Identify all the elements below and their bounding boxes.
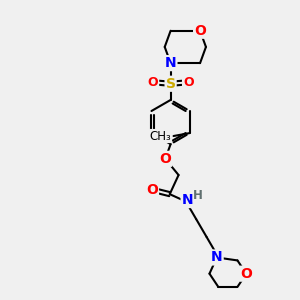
Text: CH₃: CH₃ xyxy=(150,130,172,142)
Text: O: O xyxy=(146,183,158,197)
Text: O: O xyxy=(240,267,252,281)
Text: S: S xyxy=(166,77,176,91)
Text: O: O xyxy=(159,152,171,166)
Text: N: N xyxy=(211,250,223,265)
Text: H: H xyxy=(194,188,203,202)
Text: O: O xyxy=(183,76,194,89)
Text: O: O xyxy=(148,76,158,89)
Text: N: N xyxy=(165,56,176,70)
Text: N: N xyxy=(182,193,193,207)
Text: O: O xyxy=(194,24,206,38)
